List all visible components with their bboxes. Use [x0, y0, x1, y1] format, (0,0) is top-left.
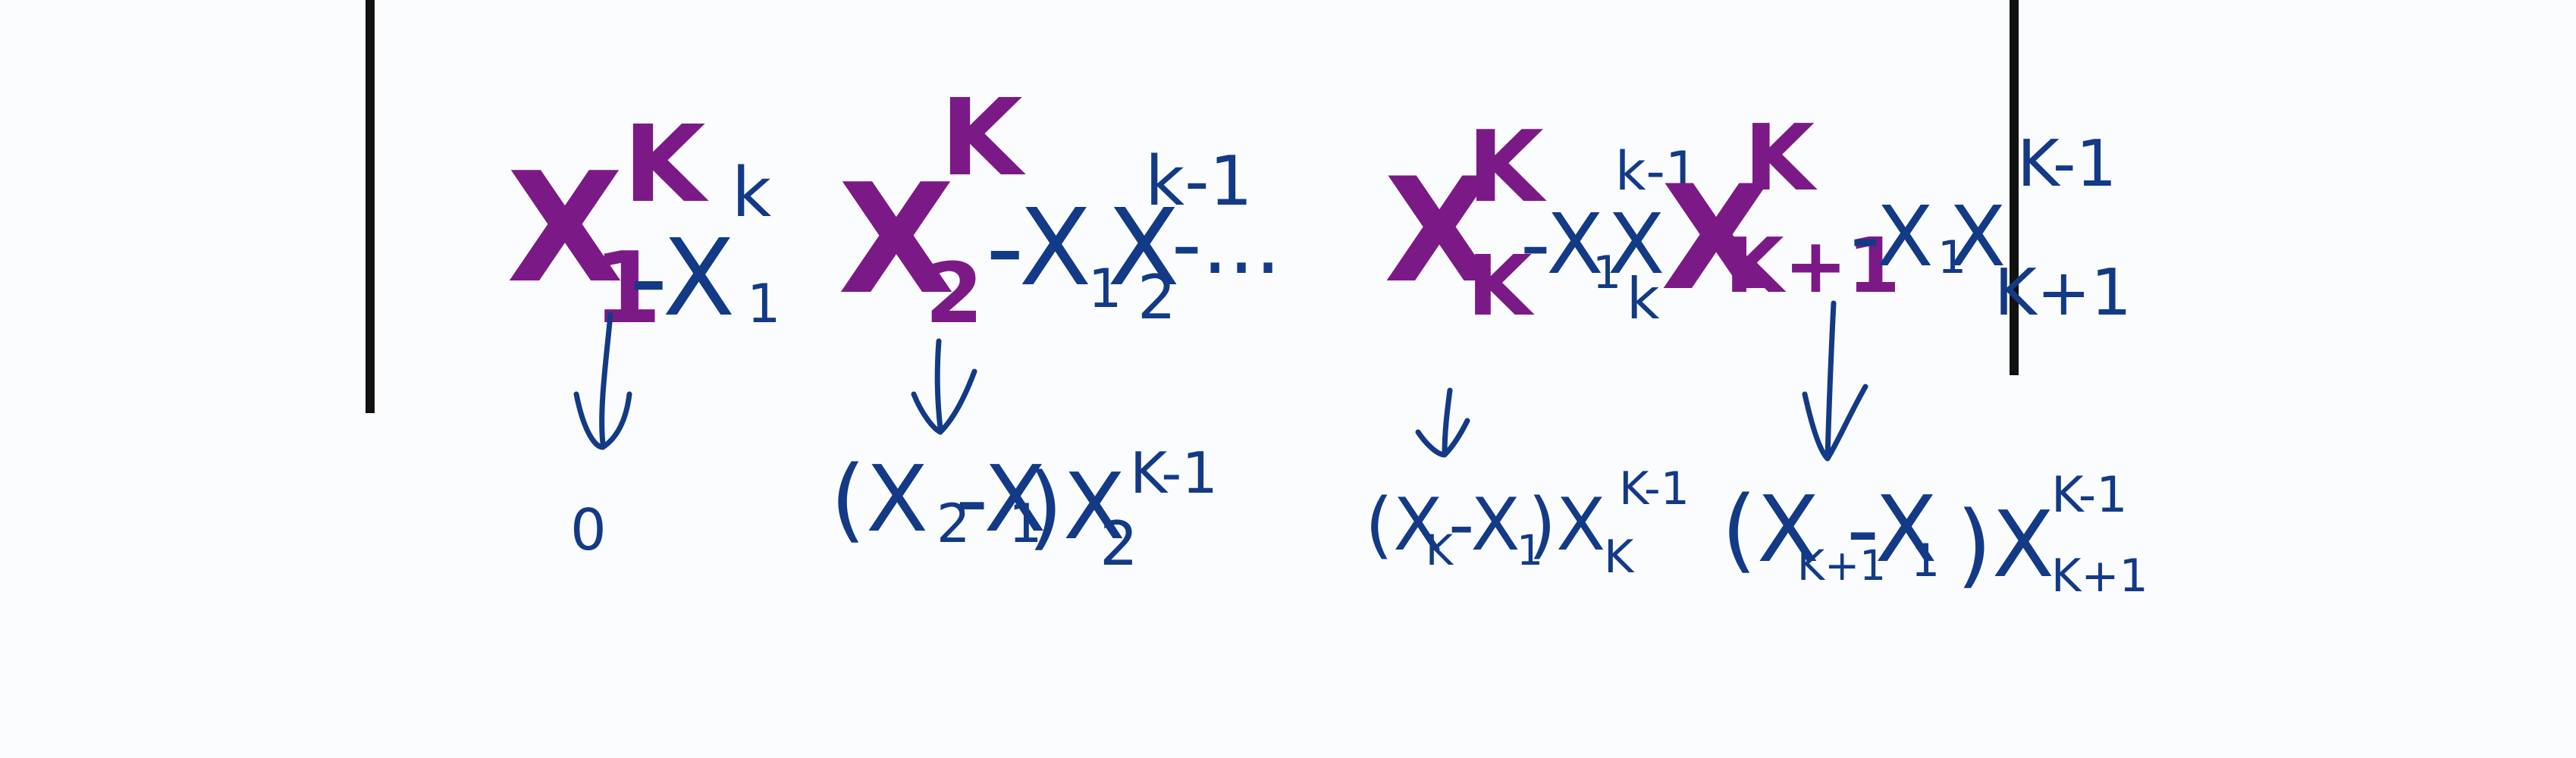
termk-rest: -X 1 X k k-1 — [1520, 140, 1699, 332]
arrow-2 — [911, 338, 977, 435]
rk-sup: K-1 — [1619, 462, 1690, 515]
rk-close: )X — [1528, 484, 1605, 567]
term2-rest-sup: k-1 — [1145, 142, 1253, 221]
term1-base: X — [507, 140, 623, 317]
term2-rest-sub2: 2 — [1137, 262, 1176, 333]
rk-mid: -X — [1448, 484, 1520, 567]
rk-a-sub: K — [1426, 526, 1454, 575]
term2-sup: K — [940, 77, 1026, 200]
left-rule — [366, 0, 375, 413]
r2-mid: -X — [955, 447, 1046, 553]
term-x1-k: X 1 K — [507, 103, 709, 346]
r2-sup: K-1 — [1130, 440, 1218, 506]
rk-b-sub: 1 — [1517, 526, 1543, 575]
result-k: (X K -X 1 )X K K-1 — [1365, 462, 1690, 584]
rk1-a-sub: K+1 — [1797, 541, 1886, 590]
term2-sub: 2 — [925, 245, 984, 342]
rk1-c-sub: K+1 — [2051, 550, 2148, 603]
term2-rest-sub1: 1 — [1088, 258, 1122, 320]
term-x2-k: X 2 K — [838, 77, 1026, 342]
result-k1: (X K+1 -X 1 )X K+1 K-1 — [1721, 467, 2148, 603]
result-2: (X 2 -X 1 )X 2 K-1 — [830, 440, 1218, 579]
termk1-rest-sup: K-1 — [2017, 127, 2117, 202]
arrow-1 — [573, 312, 632, 450]
r2-b-sub: 1 — [1009, 493, 1043, 555]
rk1-close: )X — [1956, 493, 2054, 598]
term-xk-k: X K K — [1384, 109, 1547, 334]
termk-base: X — [1384, 147, 1495, 315]
termk1-rest-text: -X — [1850, 188, 1934, 285]
termk-sub: K — [1467, 237, 1535, 334]
termk-sup: K — [1467, 109, 1547, 224]
term1-rest: -X k 1 — [629, 153, 781, 340]
termk1-rest-sub1: 1 — [1937, 231, 1966, 284]
rk1-sup: K-1 — [2051, 467, 2128, 524]
termk1-sup: K — [1744, 106, 1818, 211]
result-1-zero: 0 — [570, 496, 607, 563]
term1-sub: 1 — [593, 230, 661, 346]
arrow-4 — [1802, 300, 1868, 462]
r2-close: )X — [1028, 455, 1125, 560]
termk-rest-sub2: k — [1627, 265, 1660, 332]
r2-c-sub: 2 — [1100, 509, 1138, 579]
term1-sup: K — [623, 103, 709, 227]
termk1-base: X — [1661, 155, 1772, 322]
termk-rest-sup: k-1 — [1615, 140, 1699, 202]
rk1-b-sub: 1 — [1911, 534, 1940, 587]
term2-base: X — [838, 152, 955, 328]
right-rule — [2010, 0, 2019, 375]
r2-a-sub: 2 — [937, 493, 971, 555]
ellipsis: -... — [1172, 196, 1282, 293]
term1-rest-sub: 1 — [747, 273, 781, 335]
termk-rest-text2: X — [1608, 196, 1665, 293]
rk1-mid: -X — [1846, 478, 1937, 583]
arrow-3 — [1415, 387, 1470, 458]
term-xk1-k: X K+1 K — [1661, 106, 1900, 322]
term1-rest-sup: k — [732, 153, 771, 233]
r2-open: (X — [830, 447, 928, 553]
termk1-rest-text2: X — [1949, 188, 2006, 285]
termk-rest-text: -X — [1520, 196, 1604, 293]
rk1-open: (X — [1721, 478, 1819, 583]
rk-c-sub: K — [1604, 531, 1635, 584]
term2-rest-text: -X — [986, 186, 1091, 310]
rk-open: (X — [1365, 484, 1442, 567]
arrows — [573, 300, 1868, 462]
termk1-sub: K+1 — [1725, 221, 1900, 310]
termk-rest-sub1: 1 — [1592, 246, 1621, 299]
term2-rest-text2: X — [1107, 186, 1180, 310]
term1-rest-text: -X — [629, 217, 735, 340]
termk1-rest: -X 1 X K+1 K-1 — [1850, 127, 2132, 330]
term2-rest: -X 1 X 2 k-1 — [986, 142, 1253, 333]
termk1-rest-sub2: K+1 — [1994, 255, 2132, 330]
